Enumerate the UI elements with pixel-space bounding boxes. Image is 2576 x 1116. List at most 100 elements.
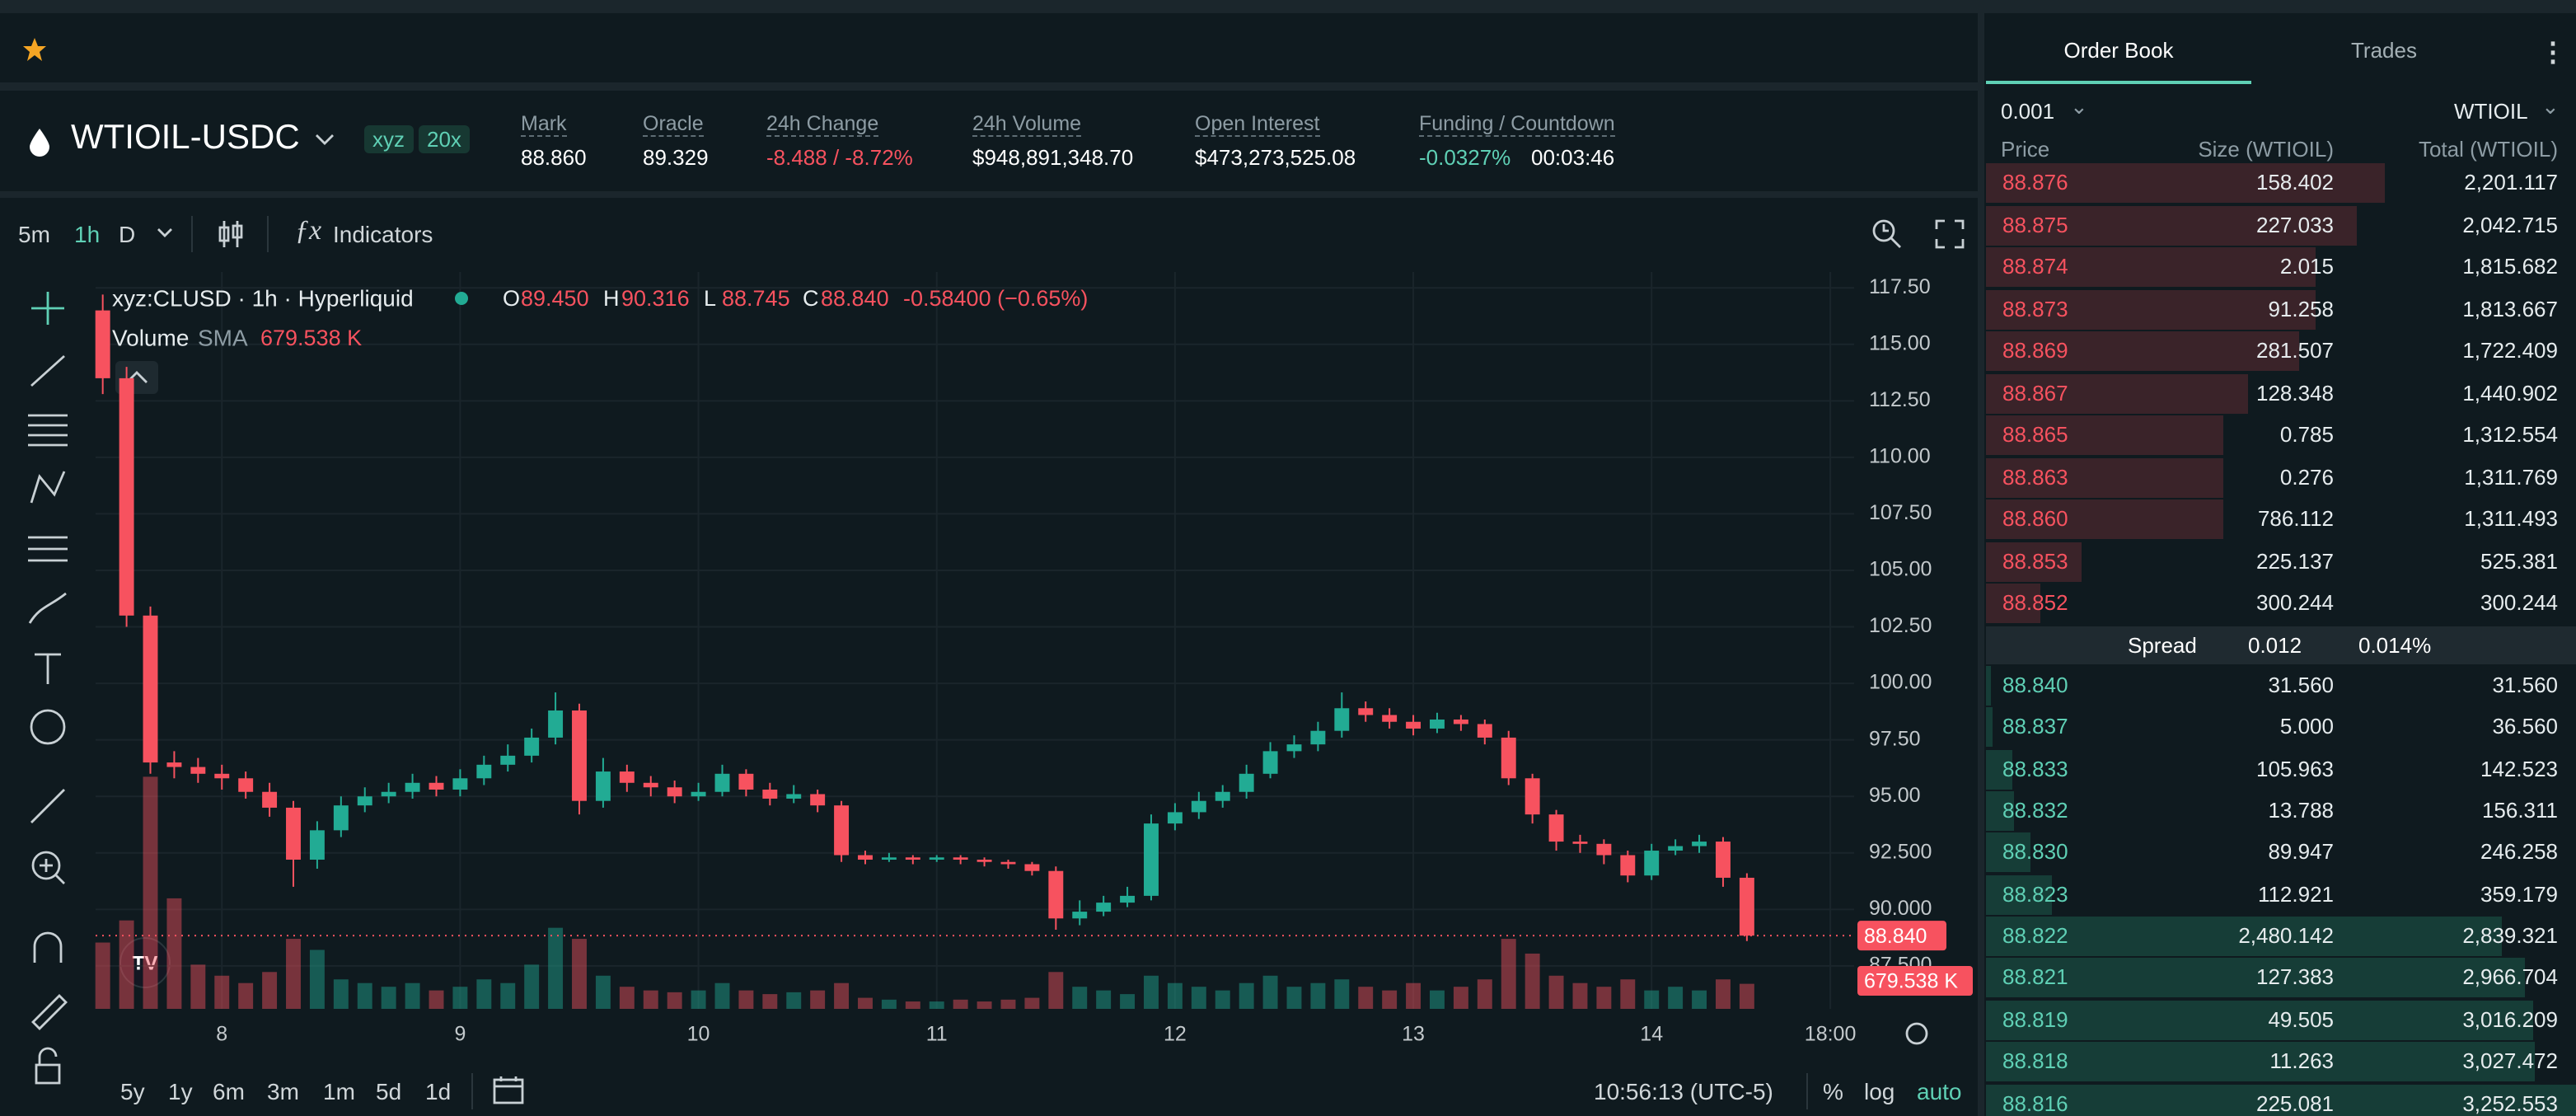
range-button[interactable]: 1d [425,1078,452,1104]
tv-logo [119,937,171,988]
book-row[interactable]: 88.832 13.788 156.311 [1986,791,2576,832]
scale-option[interactable]: log [1864,1078,1895,1104]
volume-bar [1548,975,1564,1009]
brush-tool[interactable] [28,592,67,624]
book-row[interactable]: 88.865 0.785 1,312.554 [1986,415,2576,455]
date-range-button[interactable] [491,1073,527,1106]
interval-button[interactable]: 1h [74,221,101,247]
book-row[interactable]: 88.876 158.402 2,201.117 [1986,163,2576,203]
volume-bar [286,939,301,1009]
interval-button[interactable]: D [119,221,136,247]
book-row[interactable]: 88.869 281.507 1,722.409 [1986,331,2576,371]
book-row[interactable]: 88.819 49.505 3,016.209 [1986,1000,2576,1040]
ruler-tool[interactable] [30,789,65,823]
dropdown[interactable]: ⌄ [2070,94,2088,119]
volume-bar [738,990,754,1009]
range-button[interactable]: 3m [267,1078,299,1104]
depth-bar [1986,1084,2576,1116]
book-row[interactable]: 88.853 225.137 525.381 [1986,542,2576,581]
book-row[interactable]: 88.837 5.000 36.560 [1986,707,2576,748]
symbol[interactable]: WTIOIL-USDC [71,119,300,157]
volume-bar [1262,975,1278,1009]
book-row[interactable]: 88.840 31.560 31.560 [1986,666,2576,706]
fib-tool[interactable] [28,536,68,562]
tick-size[interactable]: 0.001 [2001,99,2055,124]
zoom-tool[interactable] [31,851,65,884]
book-row[interactable]: 88.860 786.112 1,311.493 [1986,499,2576,539]
y-tick-label: 105.00 [1869,558,1932,581]
volume-bar [619,987,635,1009]
y-tick-label: 97.50 [1869,727,1921,750]
lock-tool[interactable] [35,1047,61,1085]
volume-bar [1692,990,1707,1009]
stat-label: Mark [521,112,567,137]
interval-dropdown [157,228,172,237]
volume-bar [429,990,444,1009]
indicators-button[interactable]: Indicators [333,221,433,247]
crosshair-tool[interactable] [31,292,64,325]
range-button[interactable]: 1y [168,1078,193,1104]
price: 88.860 [2002,506,2068,531]
depth-bar [1986,958,2525,998]
interval-button[interactable]: 5m [18,221,50,247]
favorite-star[interactable] [21,36,48,63]
book-row[interactable]: 88.867 128.348 1,440.902 [1986,373,2576,413]
depth-bar [1986,917,2502,957]
pencil-tool[interactable] [31,994,68,1030]
fullscreen-button[interactable] [1933,218,1966,251]
total: 1,815.682 [2462,254,2558,279]
candle-body [1453,719,1468,724]
book-row[interactable]: 88.863 0.276 1,311.769 [1986,457,2576,497]
tab[interactable]: Order Book [2063,38,2174,63]
volume-bar [190,964,206,1009]
tab[interactable]: Trades [2351,38,2417,63]
top-bar [0,13,1978,82]
size: 300.244 [2256,590,2334,615]
more-button[interactable]: ⋮ [2540,40,2566,68]
book-row[interactable]: 88.823 112.921 359.179 [1986,875,2576,915]
book-row[interactable]: 88.821 127.383 2,966.704 [1986,958,2576,998]
book-row[interactable]: 88.852 300.244 300.244 [1986,584,2576,623]
book-row[interactable]: 88.822 2,480.142 2,839.321 [1986,917,2576,957]
book-row[interactable]: 88.818 11.263 3,027.472 [1986,1042,2576,1082]
price: 88.832 [2002,798,2068,823]
candle-body [738,773,754,790]
candle-body [1501,737,1516,779]
range-button[interactable]: 6m [213,1078,245,1104]
volume-bar [667,992,682,1009]
scale-option[interactable]: % [1823,1078,1843,1104]
book-row[interactable]: 88.873 91.258 1,813.667 [1986,289,2576,329]
volume-box [1857,966,1973,996]
range-button[interactable]: 1m [323,1078,355,1104]
scale-option[interactable]: auto [1917,1078,1962,1104]
book-row[interactable]: 88.875 227.033 2,042.715 [1986,205,2576,245]
spread-percent: 0.014% [2358,633,2432,658]
dropdown[interactable]: ⌄ [2541,94,2560,119]
chart-type-button[interactable] [216,218,246,251]
price: 88.819 [2002,1006,2068,1032]
range-button[interactable]: 5y [120,1078,145,1104]
volume-bar [381,987,396,1009]
book-row[interactable]: 88.833 105.963 142.523 [1986,749,2576,790]
zoom-button[interactable] [1867,214,1904,251]
volume-bar [881,999,897,1009]
line-tool[interactable] [30,354,65,387]
book-row[interactable]: 88.874 2.015 1,815.682 [1986,247,2576,287]
emoji-tool[interactable] [30,709,66,745]
asset-select[interactable]: WTIOIL [2454,99,2528,124]
x-tick-label: 10 [687,1023,710,1046]
pattern-tool[interactable] [30,471,66,504]
lines-tool[interactable] [28,414,68,447]
book-row[interactable]: 88.830 89.947 246.258 [1986,832,2576,873]
settings-button[interactable] [1905,1022,1928,1045]
volume-bar [786,992,802,1009]
depth-bar [1986,1042,2536,1082]
range-button[interactable]: 5d [376,1078,402,1104]
symbol-dropdown[interactable] [313,132,336,148]
text-tool[interactable] [35,653,61,684]
magnet-tool[interactable] [33,931,63,963]
candle-body [119,377,134,616]
volume-bar [1215,990,1230,1009]
candle-body [762,789,778,799]
book-row[interactable]: 88.816 225.081 3,252.553 [1986,1084,2576,1116]
